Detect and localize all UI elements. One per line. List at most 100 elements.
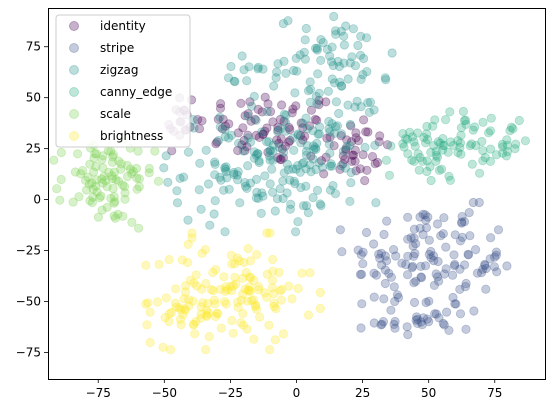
scatter-point	[511, 139, 521, 149]
scatter-point	[340, 154, 350, 165]
scatter-point	[239, 135, 249, 146]
scatter-point	[460, 281, 471, 292]
scatter-point	[375, 253, 385, 263]
scatter-point	[401, 134, 411, 144]
scatter-point	[336, 131, 346, 141]
scatter-point	[291, 101, 301, 111]
scatter-point	[243, 133, 253, 143]
scatter-point	[514, 115, 524, 126]
scatter-point	[141, 299, 151, 309]
scatter-point	[415, 152, 425, 163]
scatter-point	[191, 270, 201, 280]
scatter-point	[492, 267, 502, 277]
scatter-point	[102, 182, 112, 192]
scatter-point	[204, 331, 214, 342]
scatter-point	[215, 284, 225, 294]
scatter-point	[188, 320, 198, 330]
series-canny_edge	[381, 106, 531, 186]
scatter-point	[280, 117, 291, 128]
scatter-point	[244, 286, 254, 296]
scatter-point	[380, 251, 390, 261]
scatter-point	[243, 130, 253, 140]
scatter-point	[289, 176, 299, 186]
scatter-point	[420, 138, 431, 148]
scatter-point	[73, 149, 83, 159]
scatter-point	[501, 151, 511, 161]
scatter-point	[271, 304, 281, 314]
scatter-point	[377, 319, 387, 329]
scatter-point	[107, 157, 118, 167]
scatter-point	[355, 50, 366, 60]
scatter-point	[280, 141, 290, 151]
scatter-point	[230, 272, 240, 282]
scatter-point	[491, 250, 501, 260]
scatter-point	[425, 162, 435, 172]
x-tick-label: −25	[218, 386, 243, 400]
scatter-point	[279, 168, 289, 178]
scatter-point	[461, 119, 471, 130]
scatter-point	[234, 256, 244, 266]
scatter-point	[467, 159, 477, 169]
scatter-point	[154, 259, 164, 269]
scatter-point	[445, 175, 455, 185]
scatter-point	[409, 278, 419, 288]
scatter-point	[249, 153, 259, 163]
scatter-point	[305, 160, 315, 170]
scatter-point	[411, 239, 421, 249]
scatter-point	[288, 104, 298, 114]
scatter-point	[332, 121, 342, 131]
scatter-point	[249, 275, 259, 285]
x-tick-label: 50	[421, 386, 436, 400]
scatter-point	[345, 140, 355, 150]
scatter-point	[201, 145, 211, 155]
scatter-point	[260, 92, 270, 102]
scatter-point	[196, 309, 206, 319]
scatter-point	[426, 175, 436, 186]
scatter-point	[278, 153, 288, 163]
scatter-point	[216, 323, 226, 333]
scatter-point	[386, 272, 396, 282]
scatter-point	[434, 313, 444, 323]
scatter-point	[439, 140, 449, 150]
scatter-point	[265, 228, 275, 238]
scatter-point	[321, 152, 331, 162]
scatter-point	[358, 70, 368, 80]
scatter-point	[238, 320, 248, 330]
scatter-point	[267, 187, 278, 197]
scatter-point	[295, 131, 306, 141]
scatter-point	[239, 65, 249, 75]
scatter-point	[321, 97, 331, 107]
scatter-point	[275, 184, 285, 194]
scatter-point	[311, 164, 321, 175]
scatter-point	[431, 146, 441, 156]
scatter-point	[200, 245, 210, 255]
scatter-point	[253, 104, 263, 115]
scatter-point	[341, 21, 351, 31]
scatter-point	[351, 128, 361, 138]
scatter-point	[160, 312, 170, 323]
scatter-point	[450, 230, 460, 240]
scatter-point	[230, 77, 240, 87]
scatter-point	[221, 299, 231, 309]
scatter-point	[251, 174, 262, 184]
scatter-point	[114, 156, 124, 166]
scatter-point	[388, 245, 399, 255]
scatter-point	[328, 181, 338, 191]
scatter-point	[374, 249, 384, 259]
scatter-point	[254, 285, 264, 295]
scatter-point	[164, 255, 174, 265]
scatter-point	[440, 115, 451, 125]
scatter-point	[55, 195, 65, 205]
scatter-point	[288, 65, 299, 76]
scatter-point	[429, 255, 439, 266]
scatter-point	[98, 151, 108, 161]
scatter-point	[189, 123, 199, 133]
scatter-point	[346, 178, 356, 188]
scatter-point	[215, 112, 225, 123]
scatter-point	[120, 188, 130, 198]
scatter-point	[356, 323, 366, 333]
scatter-point	[439, 269, 449, 279]
scatter-point	[480, 260, 490, 271]
scatter-point	[339, 58, 349, 68]
